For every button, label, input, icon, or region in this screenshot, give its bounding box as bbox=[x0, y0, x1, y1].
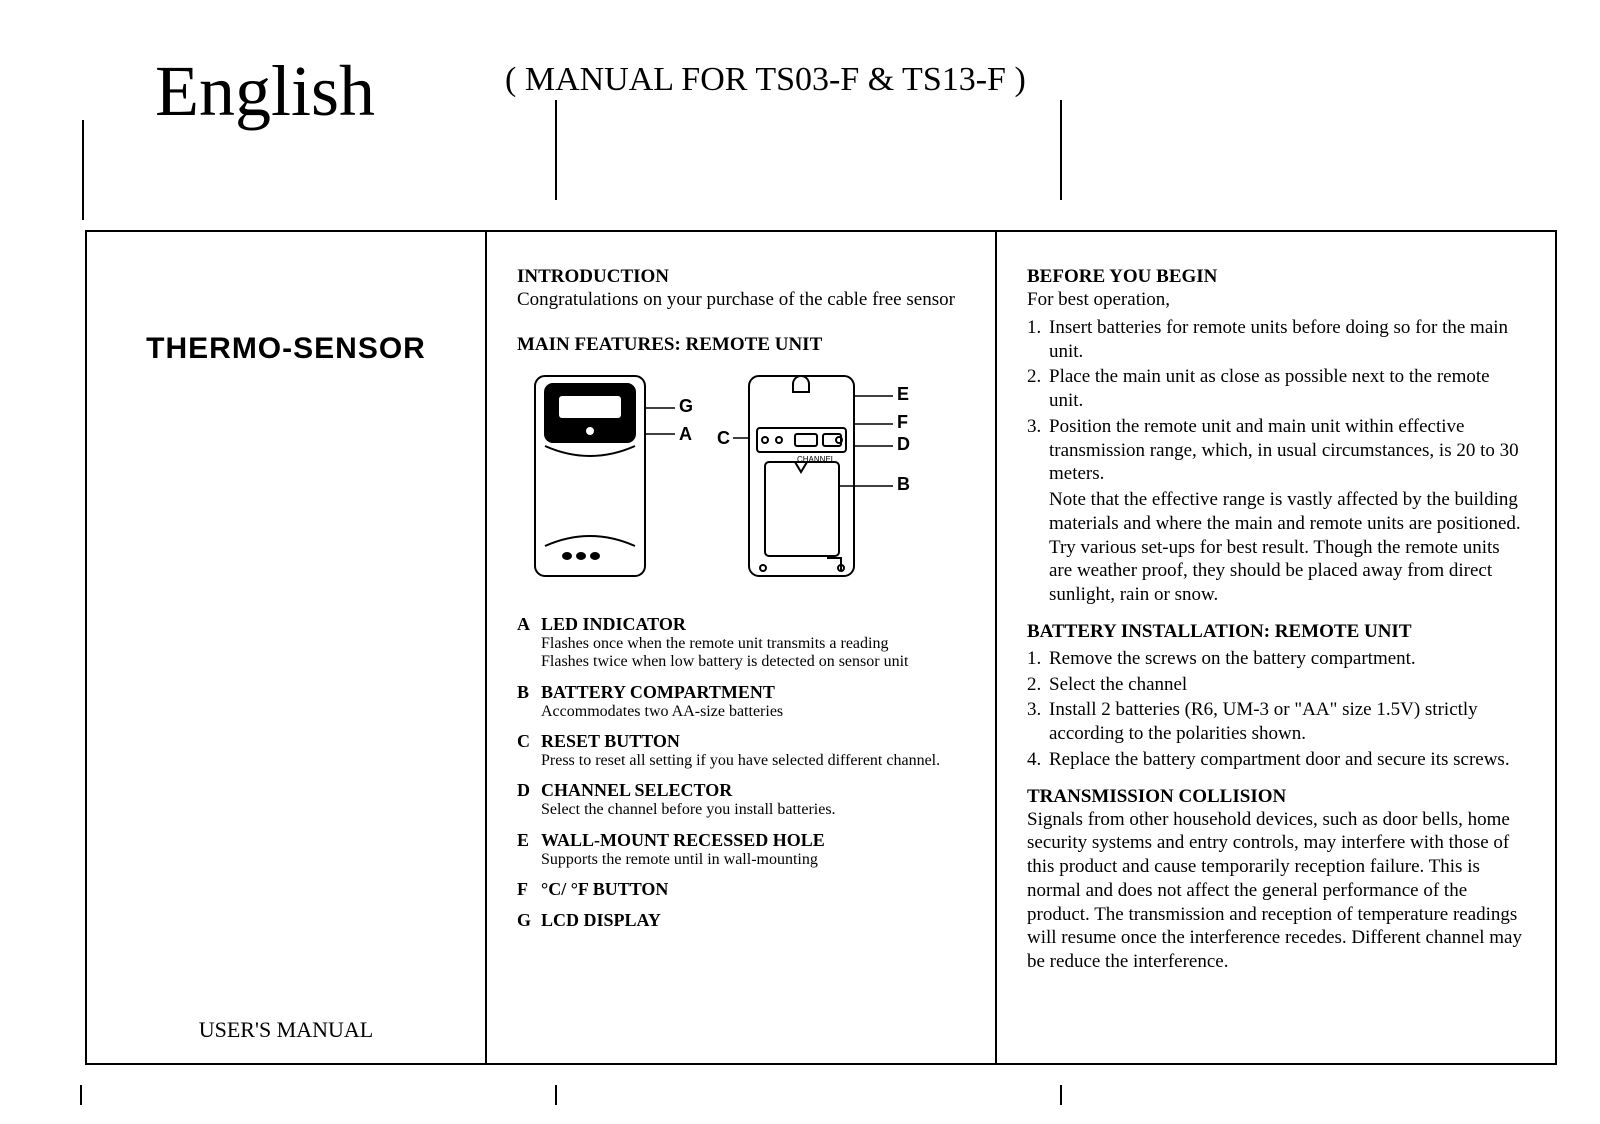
feature-name: WALL-MOUNT RECESSED HOLE bbox=[541, 830, 965, 851]
column-features: INTRODUCTION Congratulations on your pur… bbox=[487, 232, 997, 1063]
callout-a: A bbox=[679, 424, 692, 445]
tick-mark bbox=[555, 100, 557, 200]
list-item: 2.Place the main unit as close as possib… bbox=[1027, 365, 1525, 413]
callout-b: B bbox=[897, 474, 910, 495]
before-note: Note that the effective range is vastly … bbox=[1049, 488, 1525, 607]
features-list: ALED INDICATORFlashes once when the remo… bbox=[517, 614, 965, 931]
feature-desc: Flashes twice when low battery is detect… bbox=[541, 653, 965, 671]
feature-desc: Accommodates two AA-size batteries bbox=[541, 703, 965, 721]
feature-desc: Flashes once when the remote unit transm… bbox=[541, 635, 965, 653]
callout-e: E bbox=[897, 384, 909, 405]
feature-letter: C bbox=[517, 731, 541, 770]
feature-body: LCD DISPLAY bbox=[541, 910, 965, 931]
list-number: 4. bbox=[1027, 748, 1049, 772]
callout-g: G bbox=[679, 396, 693, 417]
list-item: 3.Position the remote unit and main unit… bbox=[1027, 415, 1525, 486]
list-text: Place the main unit as close as possible… bbox=[1049, 365, 1525, 413]
feature-desc: Supports the remote until in wall-mounti… bbox=[541, 851, 965, 869]
callout-d: D bbox=[897, 434, 910, 455]
feature-name: BATTERY COMPARTMENT bbox=[541, 682, 965, 703]
feature-body: CHANNEL SELECTORSelect the channel befor… bbox=[541, 780, 965, 819]
feature-letter: F bbox=[517, 879, 541, 900]
column-instructions: BEFORE YOU BEGIN For best operation, 1.I… bbox=[997, 232, 1555, 1063]
tick-mark bbox=[555, 1085, 557, 1105]
list-number: 1. bbox=[1027, 647, 1049, 671]
list-item: 2.Select the channel bbox=[1027, 673, 1525, 697]
collision-text: Signals from other household devices, su… bbox=[1027, 808, 1525, 974]
feature-name: °C/ °F BUTTON bbox=[541, 879, 965, 900]
tick-mark bbox=[80, 1085, 82, 1105]
list-text: Remove the screws on the battery compart… bbox=[1049, 647, 1525, 671]
tick-mark bbox=[1060, 1085, 1062, 1105]
callout-f: F bbox=[897, 412, 908, 433]
feature-body: RESET BUTTONPress to reset all setting i… bbox=[541, 731, 965, 770]
product-title: THERMO-SENSOR bbox=[87, 332, 485, 366]
tick-mark bbox=[82, 120, 84, 220]
list-text: Install 2 batteries (R6, UM-3 or "AA" si… bbox=[1049, 698, 1525, 746]
feature-item: CRESET BUTTONPress to reset all setting … bbox=[517, 731, 965, 770]
manual-panel: THERMO-SENSOR USER'S MANUAL INTRODUCTION… bbox=[85, 230, 1557, 1065]
feature-item: DCHANNEL SELECTORSelect the channel befo… bbox=[517, 780, 965, 819]
feature-letter: A bbox=[517, 614, 541, 672]
manual-label: USER'S MANUAL bbox=[87, 1017, 485, 1043]
feature-item: ALED INDICATORFlashes once when the remo… bbox=[517, 614, 965, 672]
feature-item: BBATTERY COMPARTMENTAccommodates two AA-… bbox=[517, 682, 965, 721]
introduction-heading: INTRODUCTION bbox=[517, 266, 965, 288]
feature-body: °C/ °F BUTTON bbox=[541, 879, 965, 900]
list-text: Insert batteries for remote units before… bbox=[1049, 316, 1525, 364]
collision-heading: TRANSMISSION COLLISION bbox=[1027, 786, 1525, 808]
feature-name: LCD DISPLAY bbox=[541, 910, 965, 931]
remote-unit-diagram: CHANNEL G A C E F D B bbox=[517, 366, 957, 596]
feature-name: CHANNEL SELECTOR bbox=[541, 780, 965, 801]
before-heading: BEFORE YOU BEGIN bbox=[1027, 266, 1525, 288]
list-number: 2. bbox=[1027, 673, 1049, 697]
list-item: 4.Replace the battery compartment door a… bbox=[1027, 748, 1525, 772]
battery-heading: BATTERY INSTALLATION: REMOTE UNIT bbox=[1027, 621, 1525, 643]
feature-desc: Select the channel before you install ba… bbox=[541, 801, 965, 819]
list-text: Replace the battery compartment door and… bbox=[1049, 748, 1525, 772]
list-number: 2. bbox=[1027, 365, 1049, 413]
list-item: 3.Install 2 batteries (R6, UM-3 or "AA" … bbox=[1027, 698, 1525, 746]
introduction-text: Congratulations on your purchase of the … bbox=[517, 288, 965, 312]
tick-mark bbox=[1060, 100, 1062, 200]
battery-list: 1.Remove the screws on the battery compa… bbox=[1027, 647, 1525, 772]
diagram-svg: CHANNEL bbox=[517, 366, 957, 596]
feature-desc: Press to reset all setting if you have s… bbox=[541, 752, 965, 770]
feature-body: BATTERY COMPARTMENTAccommodates two AA-s… bbox=[541, 682, 965, 721]
list-number: 3. bbox=[1027, 415, 1049, 486]
before-intro: For best operation, bbox=[1027, 288, 1525, 312]
feature-item: F°C/ °F BUTTON bbox=[517, 879, 965, 900]
column-title: THERMO-SENSOR USER'S MANUAL bbox=[87, 232, 487, 1063]
feature-letter: E bbox=[517, 830, 541, 869]
feature-item: EWALL-MOUNT RECESSED HOLESupports the re… bbox=[517, 830, 965, 869]
language-title: English bbox=[155, 50, 375, 133]
feature-name: LED INDICATOR bbox=[541, 614, 965, 635]
feature-body: WALL-MOUNT RECESSED HOLESupports the rem… bbox=[541, 830, 965, 869]
list-item: 1.Remove the screws on the battery compa… bbox=[1027, 647, 1525, 671]
feature-body: LED INDICATORFlashes once when the remot… bbox=[541, 614, 965, 672]
page-header: English ( MANUAL FOR TS03-F & TS13-F ) bbox=[155, 50, 1500, 133]
handwritten-annotation: ( MANUAL FOR TS03-F & TS13-F ) bbox=[505, 61, 1026, 99]
list-text: Position the remote unit and main unit w… bbox=[1049, 415, 1525, 486]
svg-text:CHANNEL: CHANNEL bbox=[797, 455, 836, 464]
list-text: Select the channel bbox=[1049, 673, 1525, 697]
callout-c: C bbox=[717, 428, 730, 449]
before-list: 1.Insert batteries for remote units befo… bbox=[1027, 316, 1525, 486]
features-heading: MAIN FEATURES: REMOTE UNIT bbox=[517, 334, 965, 356]
list-number: 1. bbox=[1027, 316, 1049, 364]
list-number: 3. bbox=[1027, 698, 1049, 746]
feature-letter: D bbox=[517, 780, 541, 819]
feature-name: RESET BUTTON bbox=[541, 731, 965, 752]
feature-letter: B bbox=[517, 682, 541, 721]
list-item: 1.Insert batteries for remote units befo… bbox=[1027, 316, 1525, 364]
feature-item: GLCD DISPLAY bbox=[517, 910, 965, 931]
feature-letter: G bbox=[517, 910, 541, 931]
